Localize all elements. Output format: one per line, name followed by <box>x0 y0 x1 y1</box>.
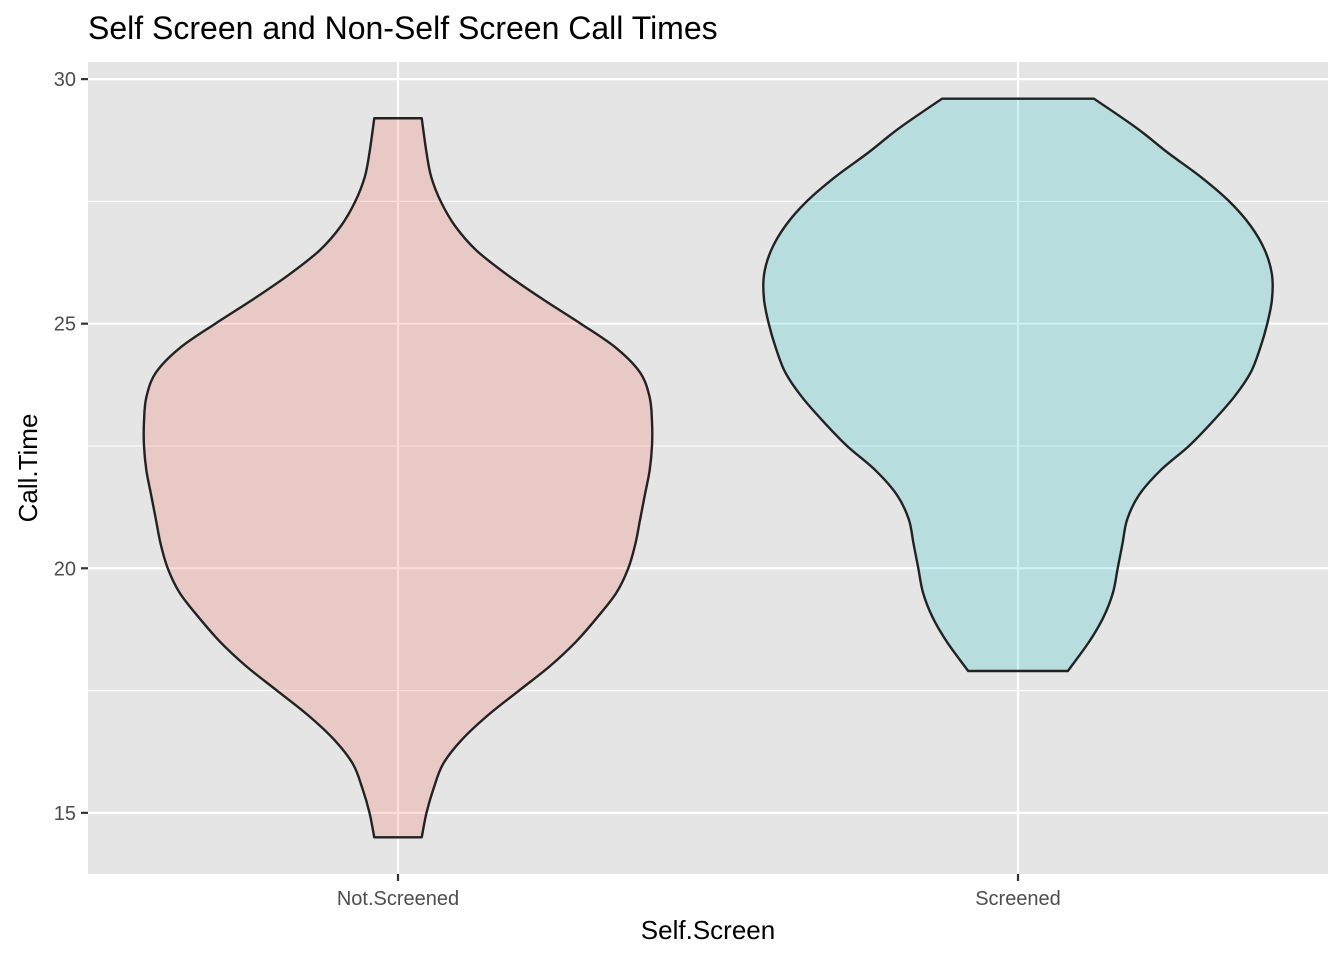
y-axis-title: Call.Time <box>13 414 43 523</box>
y-tick-label: 20 <box>54 558 76 580</box>
violin-screened <box>762 97 1274 673</box>
y-tick-label: 15 <box>54 803 76 825</box>
plot-panel <box>88 62 1328 874</box>
grid-lines <box>88 62 1328 874</box>
violin-not-screened <box>142 117 654 839</box>
chart-title: Self Screen and Non-Self Screen Call Tim… <box>88 10 718 46</box>
x-tick-label: Not.Screened <box>337 888 459 910</box>
violin-layer <box>142 97 1274 839</box>
y-tick-label: 25 <box>54 314 76 336</box>
y-tick-label: 30 <box>54 69 76 91</box>
x-axis-title: Self.Screen <box>641 915 775 945</box>
x-tick-label: Screened <box>975 888 1061 910</box>
axes: 15 20 25 30 Not.Screened Screened <box>54 69 1061 910</box>
